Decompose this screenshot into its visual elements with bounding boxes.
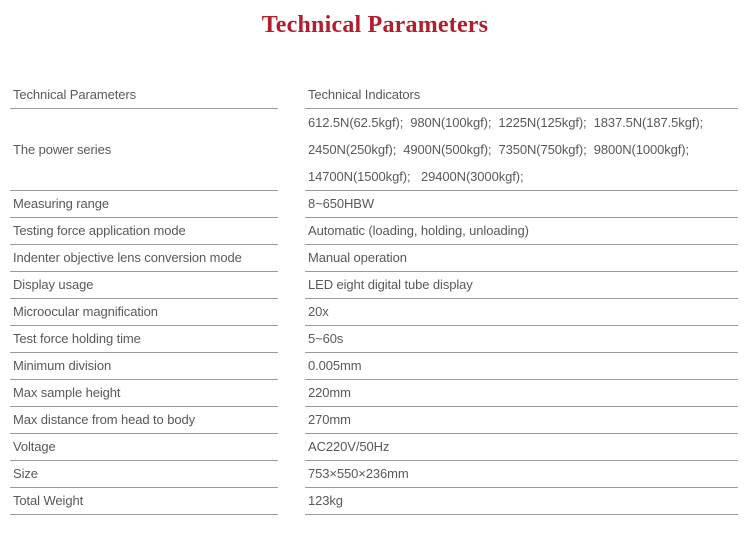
- indicator-value: 612.5N(62.5kgf); 980N(100kgf); 1225N(125…: [305, 109, 738, 191]
- param-label: The power series: [10, 109, 278, 191]
- param-label: Display usage: [10, 272, 278, 299]
- param-label: Minimum division: [10, 353, 278, 380]
- param-label: Size: [10, 461, 278, 488]
- indicator-value: 0.005mm: [305, 353, 738, 380]
- param-label: Measuring range: [10, 191, 278, 218]
- indicator-value: 123kg: [305, 488, 738, 515]
- indicator-value: 8~650HBW: [305, 191, 738, 218]
- column-header-indicators: Technical Indicators: [305, 82, 738, 109]
- param-label: Max sample height: [10, 380, 278, 407]
- indicator-value: 753×550×236mm: [305, 461, 738, 488]
- param-label: Voltage: [10, 434, 278, 461]
- indicator-value: Manual operation: [305, 245, 738, 272]
- param-label: Indenter objective lens conversion mode: [10, 245, 278, 272]
- indicator-value: Automatic (loading, holding, unloading): [305, 218, 738, 245]
- page-title: Technical Parameters: [261, 12, 489, 38]
- param-label: Microocular magnification: [10, 299, 278, 326]
- param-label: Test force holding time: [10, 326, 278, 353]
- indicator-line: 612.5N(62.5kgf); 980N(100kgf); 1225N(125…: [308, 115, 704, 130]
- indicator-value: AC220V/50Hz: [305, 434, 738, 461]
- indicator-value: LED eight digital tube display: [305, 272, 738, 299]
- column-header-parameters: Technical Parameters: [10, 82, 278, 109]
- indicator-value: 270mm: [305, 407, 738, 434]
- indicator-value: 20x: [305, 299, 738, 326]
- param-label: Testing force application mode: [10, 218, 278, 245]
- indicator-line: 2450N(250kgf); 4900N(500kgf); 7350N(750k…: [308, 142, 690, 157]
- param-label: Max distance from head to body: [10, 407, 278, 434]
- indicator-value: 220mm: [305, 380, 738, 407]
- indicator-line: 14700N(1500kgf); 29400N(3000kgf);: [308, 169, 524, 184]
- indicator-value: 5~60s: [305, 326, 738, 353]
- technical-parameters-table: Technical Parameters Technical Indicator…: [10, 82, 738, 515]
- param-label: Total Weight: [10, 488, 278, 515]
